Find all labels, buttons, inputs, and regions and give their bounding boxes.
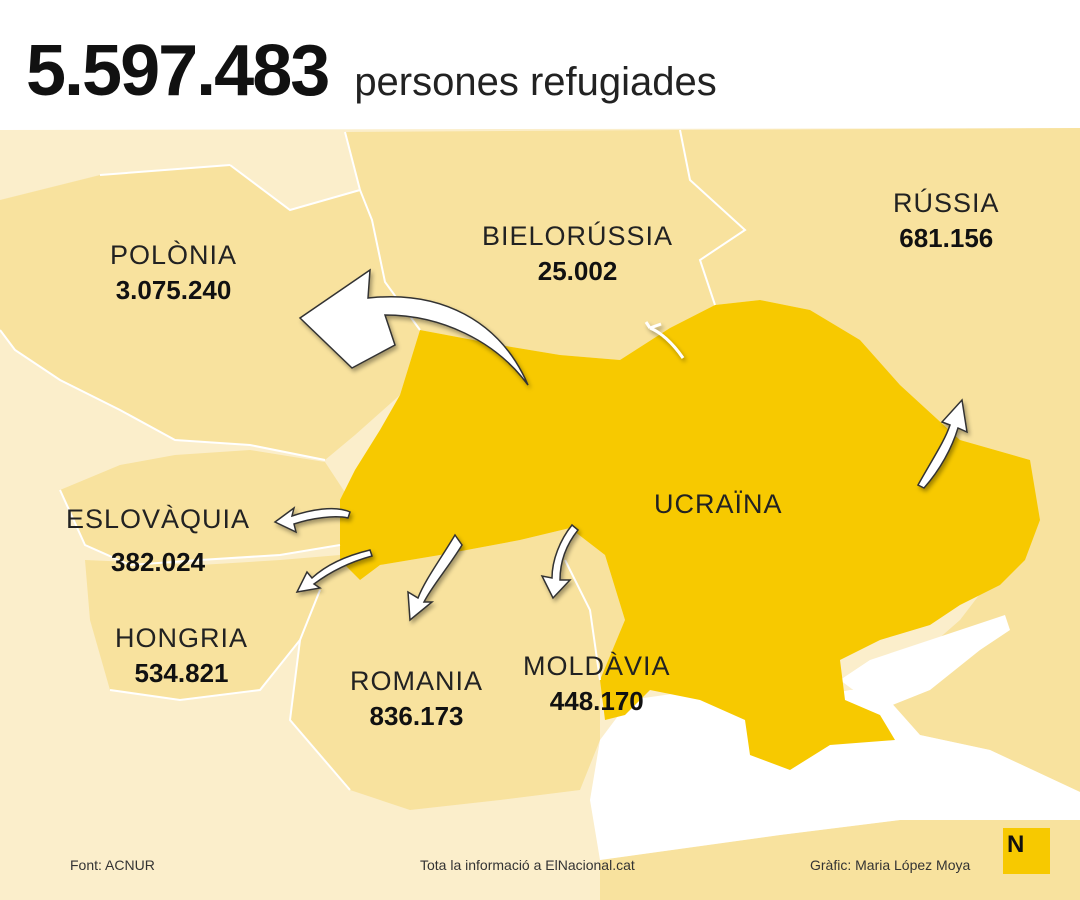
label-hungary: HONGRIA 534.821 bbox=[115, 623, 248, 689]
refugee-count: 836.173 bbox=[369, 701, 464, 731]
label-poland: POLÒNIA 3.075.240 bbox=[110, 240, 237, 306]
country-name: POLÒNIA bbox=[110, 240, 238, 270]
label-moldova: MOLDÀVIA 448.170 bbox=[523, 651, 671, 717]
elnacional-logo: N bbox=[1003, 828, 1050, 874]
arrow-to-russia bbox=[916, 398, 968, 489]
country-name: ESLOVÀQUIA bbox=[66, 504, 251, 534]
black-sea bbox=[590, 690, 1080, 860]
baltic-region bbox=[230, 132, 360, 210]
refugee-count: 382.024 bbox=[111, 547, 206, 577]
refugee-arrows bbox=[273, 268, 968, 622]
headline: 5.597.483 persones refugiades bbox=[26, 30, 717, 120]
arrow-to-poland bbox=[298, 268, 529, 386]
label-slovakia: ESLOVÀQUIA 382.024 bbox=[66, 504, 250, 578]
headline-subtitle: persones refugiades bbox=[354, 60, 717, 104]
arrow-to-moldova bbox=[540, 523, 580, 600]
country-name: ROMANIA bbox=[350, 666, 484, 696]
country-poland bbox=[0, 165, 420, 460]
refugee-count: 25.002 bbox=[537, 256, 618, 286]
country-hungary bbox=[85, 555, 360, 700]
total-refugees: 5.597.483 bbox=[26, 31, 330, 111]
footer-source: Font: ACNUR bbox=[70, 857, 155, 873]
country-name: HONGRIA bbox=[115, 623, 249, 653]
arrow-to-romania bbox=[407, 533, 463, 622]
south-land bbox=[600, 820, 1080, 900]
logo-letter: N bbox=[1007, 831, 1025, 858]
label-ukraine: UCRAÏNA bbox=[654, 489, 783, 520]
country-ukraine bbox=[340, 300, 1040, 770]
country-name: MOLDÀVIA bbox=[523, 651, 671, 681]
label-romania: ROMANIA 836.173 bbox=[350, 666, 483, 732]
refugee-count: 3.075.240 bbox=[115, 275, 232, 305]
country-name: BIELORÚSSIA bbox=[482, 221, 674, 251]
refugee-count: 448.170 bbox=[549, 686, 644, 716]
footer-credit: Gràfic: Maria López Moya bbox=[810, 857, 971, 873]
arrow-to-hungary bbox=[295, 549, 373, 593]
country-name: UCRAÏNA bbox=[654, 489, 783, 519]
country-romania bbox=[290, 540, 600, 810]
footer-more-info: Tota la informació a ElNacional.cat bbox=[420, 857, 635, 873]
arrow-to-slovakia bbox=[273, 506, 351, 534]
arrow-to-belarus bbox=[644, 321, 685, 359]
refugee-count: 681.156 bbox=[899, 223, 994, 253]
country-belarus bbox=[345, 130, 745, 360]
label-russia: RÚSSIA 681.156 bbox=[893, 188, 1000, 254]
azov-sea bbox=[840, 615, 1010, 710]
label-belarus: BIELORÚSSIA 25.002 bbox=[482, 221, 673, 287]
country-slovakia bbox=[60, 450, 350, 565]
country-name: RÚSSIA bbox=[893, 188, 1000, 218]
refugee-count: 534.821 bbox=[134, 658, 229, 688]
